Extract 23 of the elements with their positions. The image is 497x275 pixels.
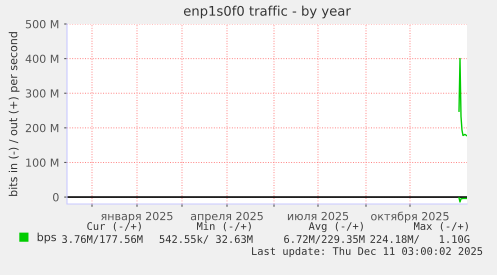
y-tick-label: 100 M <box>26 158 58 167</box>
y-tick-label: 200 M <box>26 124 58 132</box>
y-axis-title: bits in (-) / out (+) per second <box>8 32 20 196</box>
text: Min (-/+) <box>196 222 251 232</box>
y-tick-label: 400 M <box>26 54 58 63</box>
y-tick-label: 0 <box>53 193 59 202</box>
y-tick-label: 300 M <box>26 89 58 98</box>
line-series <box>458 58 467 137</box>
x-tick-label: апреля 2025 <box>190 212 263 222</box>
text: Avg (-/+) <box>308 222 363 232</box>
x-tick-label: января 2025 <box>101 212 172 222</box>
text: 6.72M/229.35M <box>284 235 365 244</box>
legend-label: bps <box>38 232 56 244</box>
x-tick-label: октября 2025 <box>371 212 449 223</box>
text: 3.76M/177.56M <box>62 235 143 244</box>
text: Max (-/+) <box>414 222 468 232</box>
text: 542.55k/ 32.63M <box>160 234 253 244</box>
text: Cur (-/+) <box>87 222 141 232</box>
chart-title: enp1s0f0 traffic - by year <box>184 6 351 18</box>
text: Last update: Thu Dec 11 03:00:02 2025 <box>252 246 482 258</box>
x-tick-label: июля 2025 <box>288 212 348 220</box>
text: 224.18M/ 1.10G <box>370 235 470 244</box>
y-tick-label: 500 M <box>26 20 58 28</box>
